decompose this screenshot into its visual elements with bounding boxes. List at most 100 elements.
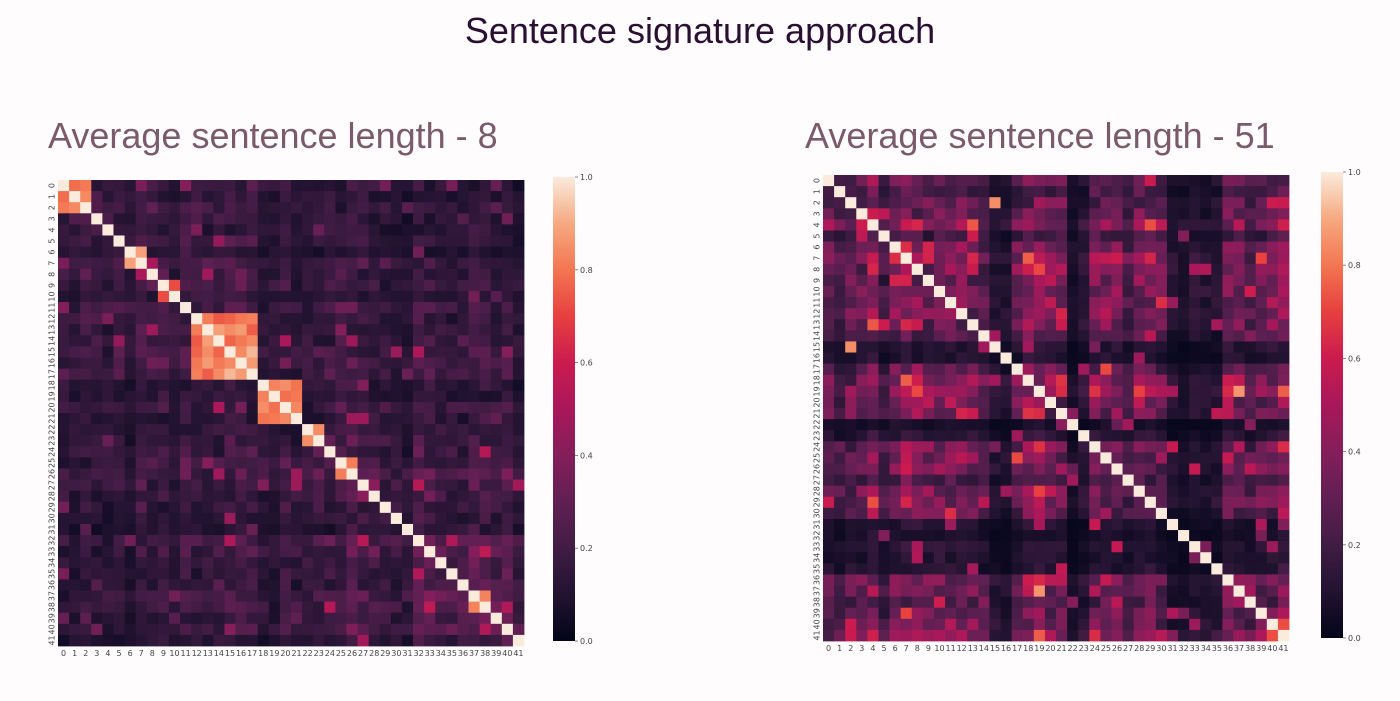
heatmap-cell: [945, 186, 957, 198]
heatmap-cell: [501, 324, 514, 336]
heatmap-cell: [135, 379, 148, 392]
heatmap-cell: [157, 634, 170, 647]
heatmap-cell: [435, 457, 447, 469]
heatmap-cell: [856, 330, 868, 342]
heatmap-cell: [1056, 363, 1068, 376]
heatmap-cell: [1067, 618, 1079, 631]
heatmap-cell: [945, 463, 957, 475]
heatmap-cell: [58, 390, 70, 403]
heatmap-cell: [1155, 574, 1168, 586]
heatmap-cell: [457, 379, 469, 392]
heatmap-cell: [246, 302, 259, 314]
heatmap-cell: [1266, 175, 1279, 187]
heatmap-cell: [58, 479, 70, 492]
heatmap-cell: [1056, 574, 1068, 586]
heatmap-cell: [1266, 530, 1279, 542]
heatmap-cell: [413, 335, 425, 347]
heatmap-cell: [1122, 507, 1135, 520]
heatmap-cell: [468, 424, 481, 436]
heatmap-cell: [346, 335, 358, 347]
heatmap-cell: [956, 441, 968, 453]
heatmap-cell: [58, 379, 70, 392]
heatmap-cell: [168, 257, 181, 270]
heatmap-cell: [180, 623, 192, 636]
heatmap-cell: [834, 607, 846, 620]
heatmap-cell: [157, 535, 170, 547]
heatmap-cell: [102, 290, 114, 303]
heatmap-cell: [313, 235, 325, 247]
heatmap-cell: [279, 191, 292, 203]
heatmap-cell: [1100, 552, 1112, 564]
heatmap-cell: [291, 634, 303, 647]
y-tick-label: 3: [813, 211, 822, 216]
heatmap-cell: [257, 413, 270, 425]
heatmap-cell: [146, 568, 159, 580]
x-tick-label: 37: [1234, 644, 1244, 653]
heatmap-cell: [501, 268, 514, 281]
heatmap-cell: [1200, 252, 1212, 265]
heatmap-cell: [1277, 241, 1290, 254]
heatmap-cell: [1044, 263, 1057, 276]
heatmap-cell: [878, 274, 890, 287]
heatmap-cell: [446, 501, 458, 514]
heatmap-cell: [401, 324, 414, 336]
heatmap-cell: [1100, 308, 1112, 320]
x-tick-label: 25: [336, 649, 346, 658]
heatmap-cell: [435, 590, 447, 603]
heatmap-cell: [989, 618, 1001, 631]
x-tick-label: 27: [1123, 644, 1133, 653]
heatmap-cell: [113, 612, 125, 625]
heatmap-cell: [967, 352, 979, 365]
heatmap-cell: [1133, 408, 1146, 420]
heatmap-cell: [1067, 496, 1079, 509]
heatmap-cell: [501, 357, 514, 370]
heatmap-cell: [1011, 496, 1024, 509]
heatmap-cell: [1022, 563, 1035, 575]
heatmap-cell: [124, 601, 137, 614]
heatmap-cell: [490, 479, 503, 492]
heatmap-cell: [1011, 629, 1024, 642]
heatmap-cell: [1200, 474, 1212, 487]
heatmap-cell: [1200, 396, 1212, 409]
heatmap-cell: [1011, 330, 1024, 342]
heatmap-cell: [1067, 629, 1079, 642]
heatmap-cell: [191, 457, 203, 469]
heatmap-cell: [1011, 530, 1024, 542]
heatmap-cell: [313, 202, 325, 214]
heatmap-cell: [401, 579, 414, 591]
heatmap-cell: [479, 401, 492, 414]
heatmap-cell: [933, 396, 946, 409]
heatmap-cell: [357, 579, 370, 591]
heatmap-cell: [379, 379, 392, 392]
heatmap-cell: [1089, 186, 1101, 198]
heatmap-cell: [856, 541, 868, 553]
heatmap-cell: [823, 285, 835, 298]
heatmap-cell: [933, 297, 946, 309]
heatmap-cell: [268, 490, 281, 503]
heatmap-cell: [1078, 385, 1090, 398]
heatmap-cell: [922, 463, 935, 475]
heatmap-cell: [58, 490, 70, 503]
y-tick-label: 31: [48, 524, 57, 534]
heatmap-cell: [468, 302, 481, 314]
heatmap-cell: [302, 290, 314, 303]
heatmap-cell: [413, 612, 425, 625]
heatmap-cell: [124, 346, 137, 358]
heatmap-cell: [1244, 186, 1257, 198]
heatmap-cell: [291, 468, 303, 480]
heatmap-cell: [1200, 607, 1212, 620]
heatmap-cell: [379, 623, 392, 636]
heatmap-cell: [1189, 518, 1201, 531]
heatmap-cell: [1178, 408, 1190, 420]
heatmap-cell: [1022, 274, 1035, 287]
heatmap-cell: [268, 535, 281, 547]
heatmap-cell: [1133, 319, 1146, 331]
x-tick-label: 23: [314, 649, 324, 658]
heatmap-cell: [978, 596, 990, 609]
chart-title-right: Average sentence length - 51: [805, 115, 1275, 156]
x-tick-label: 20: [1045, 644, 1055, 653]
heatmap-cell: [202, 612, 214, 625]
heatmap-cell: [479, 290, 492, 303]
heatmap-cell: [1044, 308, 1057, 320]
heatmap-cell: [823, 441, 835, 453]
